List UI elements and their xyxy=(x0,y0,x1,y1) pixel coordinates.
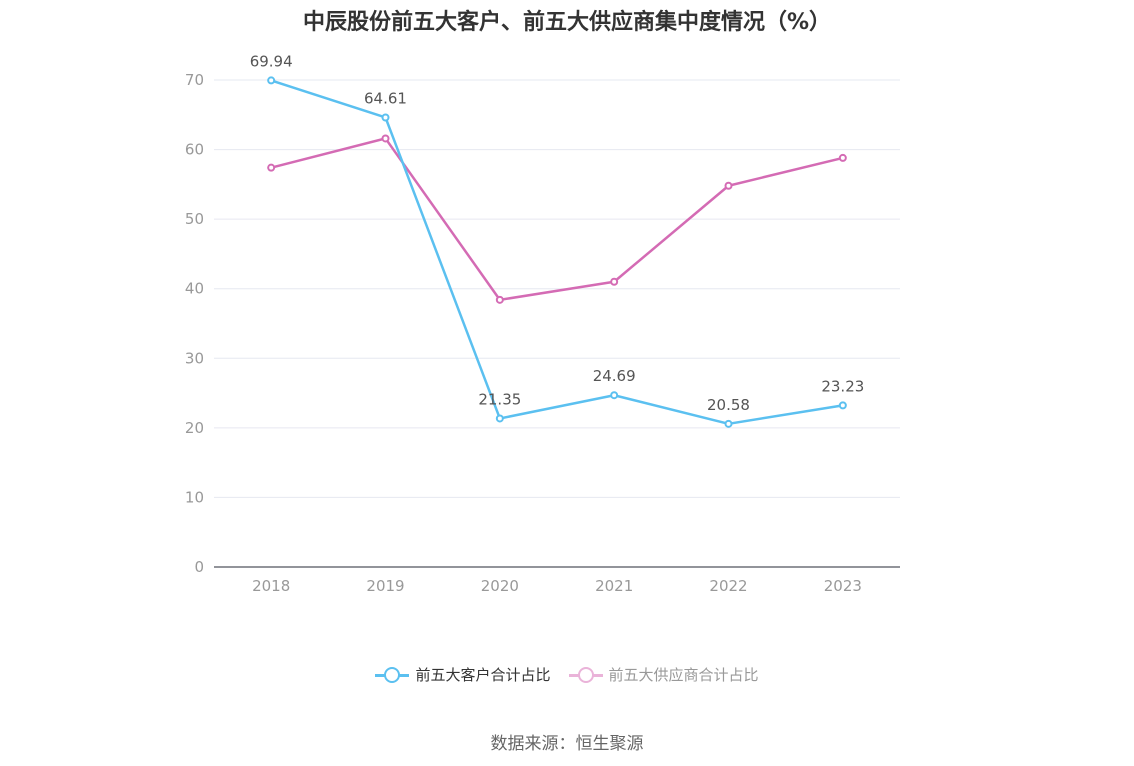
x-tick-label: 2020 xyxy=(481,577,519,595)
x-tick-label: 2023 xyxy=(824,577,862,595)
y-tick-label: 20 xyxy=(185,419,204,437)
data-point xyxy=(495,295,504,304)
data-label: 64.61 xyxy=(364,89,407,107)
y-tick-label: 70 xyxy=(185,71,204,89)
legend-item-suppliers[interactable]: 前五大供应商合计占比 xyxy=(568,664,759,685)
legend: 前五大客户合计占比 前五大供应商合计占比 xyxy=(0,664,1134,685)
data-point xyxy=(610,277,619,286)
x-tick-label: 2019 xyxy=(366,577,404,595)
series-line-1 xyxy=(270,137,844,302)
legend-marker-suppliers-icon xyxy=(568,666,603,683)
y-tick-label: 40 xyxy=(185,280,204,298)
data-point xyxy=(381,113,390,122)
legend-marker-customers-icon xyxy=(375,666,410,683)
y-tick-label: 50 xyxy=(185,210,204,228)
line-chart: 0 10 20 30 40 50 60 70 2018 2019 2020 2021 2022 2023 6… xyxy=(185,52,900,595)
legend-label-customers: 前五大客户合计占比 xyxy=(415,666,551,684)
data-point xyxy=(838,153,847,162)
data-label: 23.23 xyxy=(821,377,864,395)
legend-label-suppliers: 前五大供应商合计占比 xyxy=(608,666,759,684)
data-point xyxy=(610,391,619,400)
data-point xyxy=(724,181,733,190)
data-source: 数据来源：恒生聚源 xyxy=(490,734,644,754)
data-point xyxy=(495,414,504,423)
legend-item-customers[interactable]: 前五大客户合计占比 xyxy=(375,664,551,685)
x-tick-label: 2018 xyxy=(252,577,290,595)
y-tick-label: 30 xyxy=(185,349,204,367)
data-label: 24.69 xyxy=(593,367,636,385)
y-tick-label: 10 xyxy=(185,488,204,506)
data-point xyxy=(381,134,390,143)
data-point xyxy=(267,163,276,172)
x-tick-label: 2022 xyxy=(709,577,747,595)
data-point xyxy=(724,419,733,428)
y-tick-label: 60 xyxy=(185,141,204,159)
chart-title: 中辰股份前五大客户、前五大供应商集中度情况（%） xyxy=(302,10,832,35)
data-label: 20.58 xyxy=(707,396,750,414)
data-point xyxy=(267,76,276,85)
data-label: 21.35 xyxy=(478,390,521,408)
data-label: 69.94 xyxy=(250,52,293,70)
data-point xyxy=(838,401,847,410)
x-tick-label: 2021 xyxy=(595,577,633,595)
series-line-0 xyxy=(270,79,844,426)
y-tick-label: 0 xyxy=(194,558,204,576)
